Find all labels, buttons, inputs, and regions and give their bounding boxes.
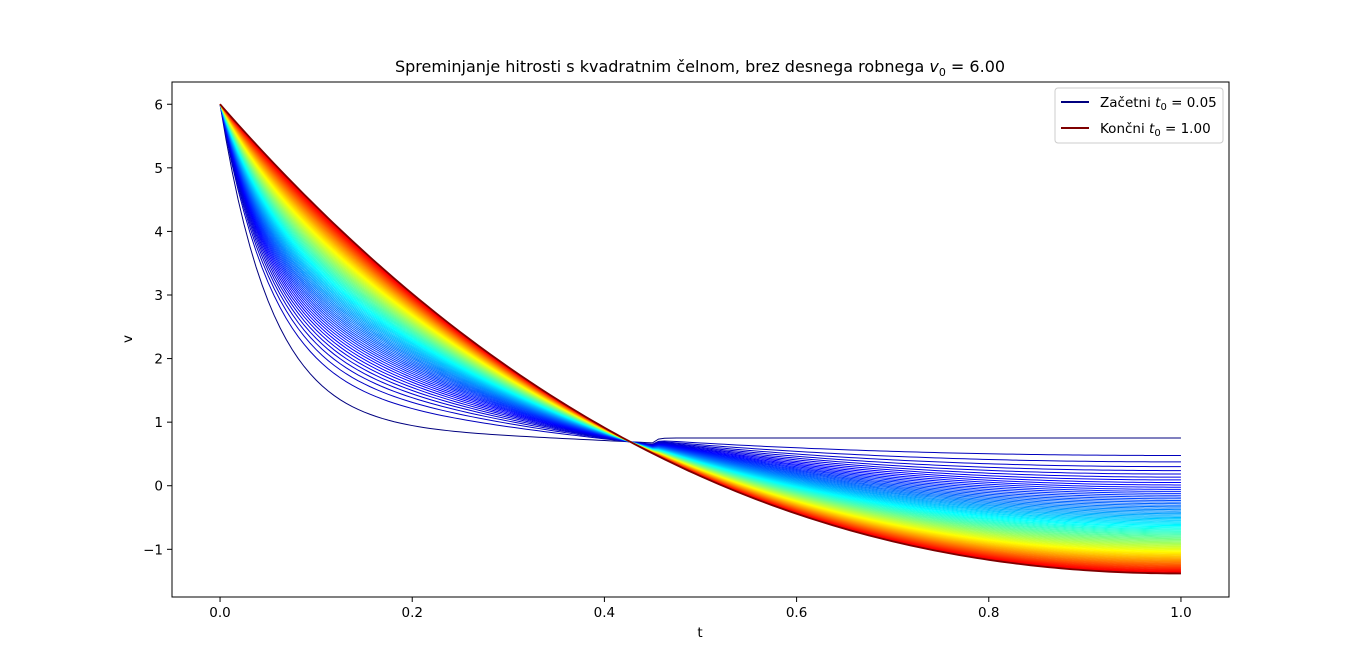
series-line: [219, 104, 1181, 486]
x-tick-label: 0.0: [209, 605, 230, 621]
x-tick-label: 1.0: [1170, 605, 1191, 621]
series-line: [219, 104, 1181, 488]
series-line: [219, 104, 1181, 478]
series-line: [219, 104, 1181, 494]
y-tick-label: 0: [154, 479, 163, 495]
y-tick-label: 6: [154, 97, 163, 113]
series-line-end: [219, 103, 1181, 575]
legend-box: [1054, 87, 1224, 144]
series-line: [219, 104, 1181, 481]
x-tick-label: 0.6: [786, 605, 807, 621]
y-tick-label: 4: [154, 224, 163, 240]
series-line: [219, 104, 1181, 490]
x-tick-label: 0.8: [978, 605, 999, 621]
series-line: [219, 104, 1181, 468]
series-line-start: [219, 104, 1181, 444]
y-tick-label: 1: [154, 415, 163, 431]
legend-label-end: Končni t0 = 1.00: [1100, 121, 1211, 139]
y-tick-label: 5: [154, 161, 163, 177]
legend: Začetni t0 = 0.05 Končni t0 = 1.00: [1054, 87, 1224, 144]
y-axis-label: v: [120, 335, 136, 343]
y-axis: −1 0 1 2 3 4 5 6: [143, 97, 172, 558]
legend-label-start: Začetni t0 = 0.05: [1100, 95, 1217, 113]
x-axis-label: t: [697, 625, 702, 641]
series-line: [219, 104, 1181, 463]
chart-title: Spreminjanje hitrosti s kvadratnim čelno…: [395, 57, 1005, 79]
x-tick-label: 0.2: [401, 605, 422, 621]
series-line: [219, 104, 1181, 475]
y-tick-label: −1: [143, 542, 163, 558]
x-tick-label: 0.4: [594, 605, 615, 621]
series-layer: [219, 103, 1181, 575]
series-line: [219, 104, 1181, 484]
series-line: [219, 104, 1181, 492]
series-line: [219, 104, 1181, 472]
y-tick-label: 2: [154, 352, 163, 368]
plot-area-frame: [171, 81, 1230, 598]
x-axis: 0.0 0.2 0.4 0.6 0.8 1.0: [209, 597, 1192, 621]
y-tick-label: 3: [154, 288, 163, 304]
series-line: [219, 104, 1181, 456]
